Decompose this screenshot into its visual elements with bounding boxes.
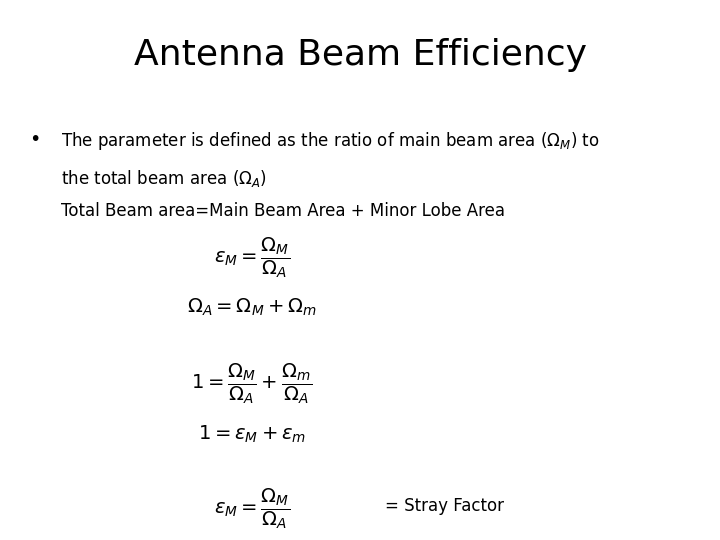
Text: $1 = \varepsilon_M + \varepsilon_m$: $1 = \varepsilon_M + \varepsilon_m$ xyxy=(198,424,306,445)
Text: = Stray Factor: = Stray Factor xyxy=(385,497,504,515)
Text: the total beam area ($\Omega_A$): the total beam area ($\Omega_A$) xyxy=(61,168,267,190)
Text: The parameter is defined as the ratio of main beam area ($\Omega_M$) to: The parameter is defined as the ratio of… xyxy=(61,130,600,152)
Text: $\Omega_A = \Omega_M + \Omega_m$: $\Omega_A = \Omega_M + \Omega_m$ xyxy=(187,297,317,318)
Text: Total Beam area=Main Beam Area + Minor Lobe Area: Total Beam area=Main Beam Area + Minor L… xyxy=(61,202,505,220)
Text: •: • xyxy=(29,130,40,148)
Text: $1 = \dfrac{\Omega_M}{\Omega_A} + \dfrac{\Omega_m}{\Omega_A}$: $1 = \dfrac{\Omega_M}{\Omega_A} + \dfrac… xyxy=(192,362,312,407)
Text: $\varepsilon_M = \dfrac{\Omega_M}{\Omega_A}$: $\varepsilon_M = \dfrac{\Omega_M}{\Omega… xyxy=(214,486,290,531)
Text: Antenna Beam Efficiency: Antenna Beam Efficiency xyxy=(133,38,587,72)
Text: $\varepsilon_M = \dfrac{\Omega_M}{\Omega_A}$: $\varepsilon_M = \dfrac{\Omega_M}{\Omega… xyxy=(214,235,290,280)
